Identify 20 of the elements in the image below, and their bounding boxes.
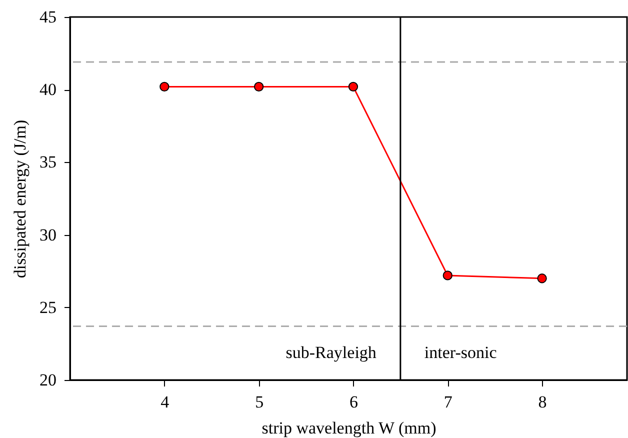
x-tick-label: 6 xyxy=(349,392,358,412)
x-axis-title: strip wavelength W (mm) xyxy=(262,418,436,438)
x-tick-label: 8 xyxy=(538,392,547,412)
point xyxy=(254,82,264,92)
x-tick-label: 7 xyxy=(444,392,453,412)
y-tick-label: 20 xyxy=(40,370,56,390)
y-tick-label: 25 xyxy=(40,298,56,317)
point xyxy=(537,274,547,284)
annotation: inter-sonic xyxy=(424,343,498,362)
y-tick-label: 40 xyxy=(40,80,56,100)
y-tick-label: 35 xyxy=(40,152,56,172)
y-axis-title: dissipated energy (J/m) xyxy=(10,120,30,278)
y-tick-label: 30 xyxy=(40,225,56,244)
point xyxy=(160,82,170,92)
y-tick-label: 45 xyxy=(40,8,56,26)
x-tick-label: 4 xyxy=(160,392,170,412)
annotation: sub-Rayleigh xyxy=(286,343,377,362)
x-tick-label: 5 xyxy=(255,392,264,412)
point xyxy=(442,270,452,280)
point xyxy=(348,82,358,92)
